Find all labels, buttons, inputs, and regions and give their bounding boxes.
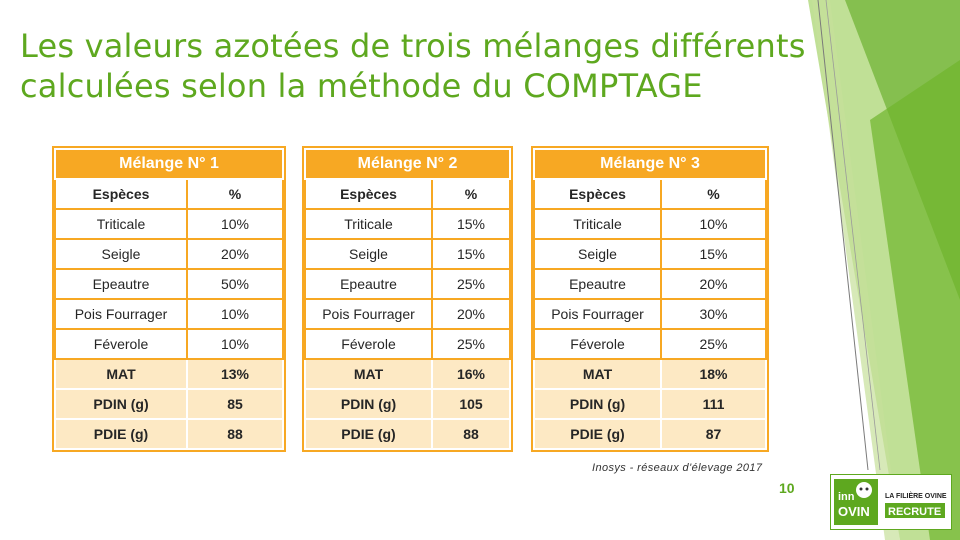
cell-percent: 20%	[431, 298, 511, 330]
cell-value: 111	[660, 388, 767, 420]
table-title: Mélange N° 2	[304, 148, 511, 180]
cell-percent: 10%	[186, 328, 284, 360]
table-melange-3: Mélange N° 3 Espèces% Triticale 10% Seigl…	[531, 146, 769, 452]
cell-value: 105	[431, 388, 511, 420]
cell-metric: PDIE (g)	[54, 418, 188, 450]
cell-value: 18%	[660, 358, 767, 390]
cell-percent: 20%	[186, 238, 284, 270]
table-melange-2: Mélange N° 2 Espèces% Triticale 15% Seigl…	[302, 146, 513, 452]
sheep-icon	[856, 482, 872, 498]
table-melange-1: Mélange N° 1 Espèces% Triticale 10% Seigl…	[52, 146, 286, 452]
cell-species: Pois Fourrager	[533, 298, 662, 330]
cell-metric: PDIE (g)	[304, 418, 433, 450]
cell-percent: 25%	[660, 328, 767, 360]
cell-value: 88	[186, 418, 284, 450]
cell-metric: PDIN (g)	[54, 388, 188, 420]
title-line-1: Les valeurs azotées de trois mélanges di…	[20, 27, 806, 65]
cell-percent: 15%	[431, 238, 511, 270]
cell-value: 85	[186, 388, 284, 420]
cell-species: Pois Fourrager	[304, 298, 433, 330]
logo-filiere-text: LA FILIÈRE OVINE	[885, 491, 947, 500]
cell-species: Seigle	[54, 238, 188, 270]
cell-species: Triticale	[533, 208, 662, 240]
cell-species: Féverole	[54, 328, 188, 360]
cell-metric: MAT	[304, 358, 433, 390]
cell-percent: 50%	[186, 268, 284, 300]
cell-percent: 10%	[660, 208, 767, 240]
cell-percent: 30%	[660, 298, 767, 330]
cell-metric: PDIN (g)	[304, 388, 433, 420]
cell-value: 13%	[186, 358, 284, 390]
cell-species: Pois Fourrager	[54, 298, 188, 330]
cell-percent: 25%	[431, 328, 511, 360]
col-header-species: Espèces	[54, 178, 188, 210]
cell-species: Féverole	[304, 328, 433, 360]
cell-percent: 10%	[186, 208, 284, 240]
cell-percent: 15%	[431, 208, 511, 240]
source-caption: Inosys - réseaux d'élevage 2017	[592, 462, 763, 474]
cell-metric: PDIN (g)	[533, 388, 662, 420]
logo-inn-text: inn	[838, 491, 855, 503]
cell-value: 16%	[431, 358, 511, 390]
logo-recrute-text: RECRUTE	[888, 506, 941, 518]
cell-value: 88	[431, 418, 511, 450]
cell-species: Seigle	[304, 238, 433, 270]
cell-metric: PDIE (g)	[533, 418, 662, 450]
slide-title: Les valeurs azotées de trois mélanges di…	[20, 26, 820, 106]
col-header-percent: %	[660, 178, 767, 210]
col-header-species: Espèces	[533, 178, 662, 210]
col-header-percent: %	[431, 178, 511, 210]
cell-species: Féverole	[533, 328, 662, 360]
cell-percent: 25%	[431, 268, 511, 300]
cell-species: Epeautre	[54, 268, 188, 300]
table-title: Mélange N° 3	[533, 148, 767, 180]
col-header-species: Espèces	[304, 178, 433, 210]
cell-metric: MAT	[54, 358, 188, 390]
cell-species: Triticale	[304, 208, 433, 240]
cell-value: 87	[660, 418, 767, 450]
title-line-2: calculées selon la méthode du COMPTAGE	[20, 67, 703, 105]
table-title: Mélange N° 1	[54, 148, 284, 180]
cell-species: Epeautre	[304, 268, 433, 300]
cell-species: Triticale	[54, 208, 188, 240]
cell-metric: MAT	[533, 358, 662, 390]
cell-percent: 10%	[186, 298, 284, 330]
cell-percent: 15%	[660, 238, 767, 270]
cell-percent: 20%	[660, 268, 767, 300]
cell-species: Epeautre	[533, 268, 662, 300]
page-number: 10	[779, 480, 795, 496]
col-header-percent: %	[186, 178, 284, 210]
logo-ovin-text: OVIN	[838, 504, 870, 519]
cell-species: Seigle	[533, 238, 662, 270]
inn-ovin-logo: inn OVIN LA FILIÈRE OVINE RECRUTE	[830, 474, 952, 530]
